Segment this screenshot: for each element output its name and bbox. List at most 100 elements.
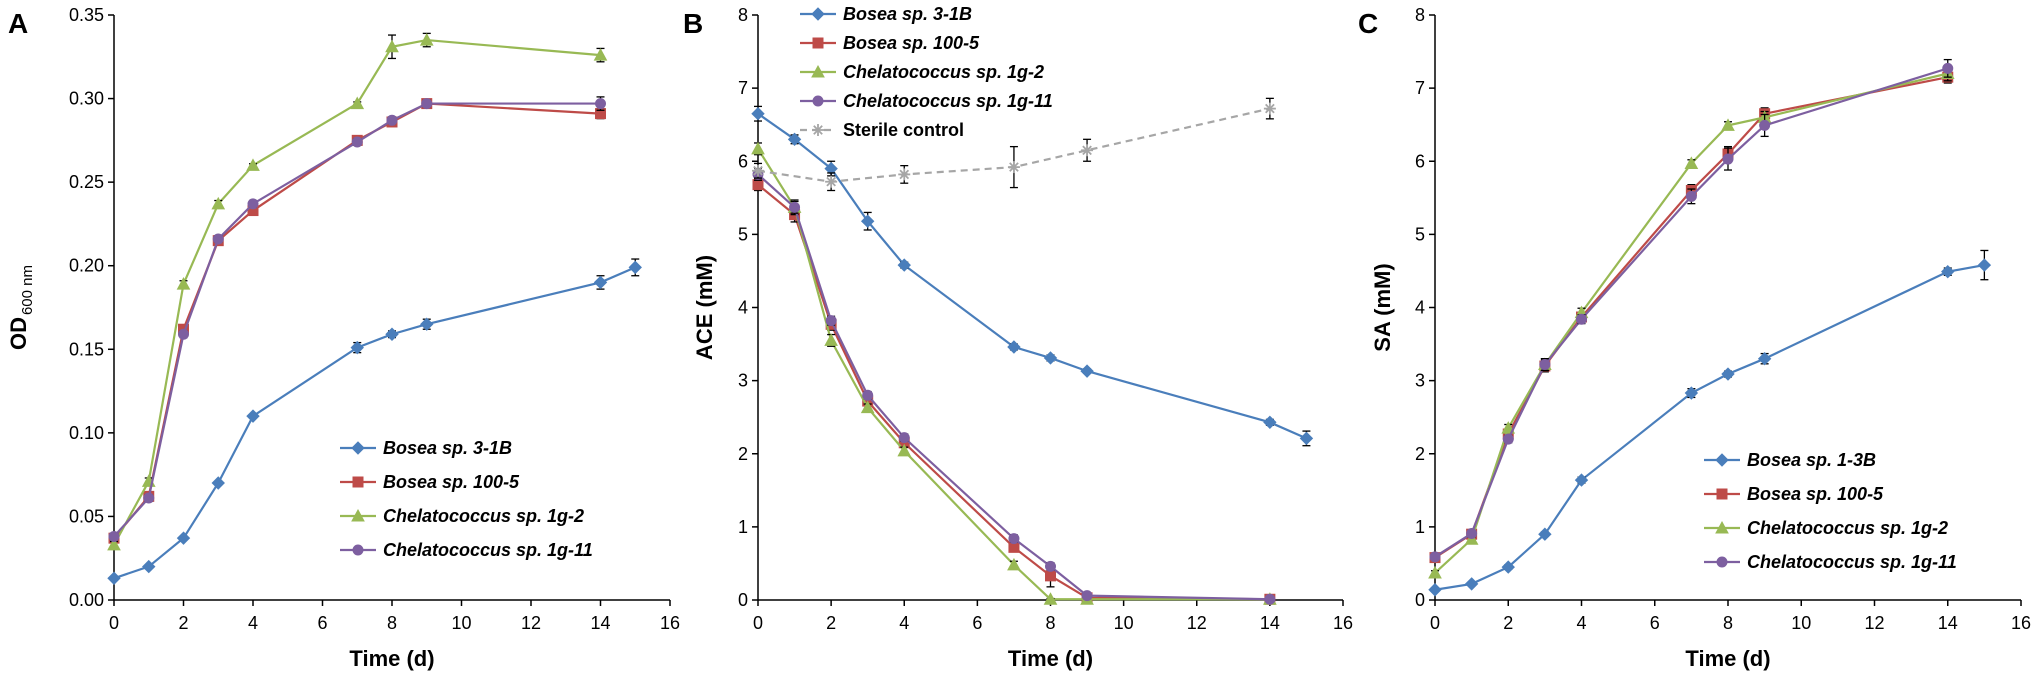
legend-item: Chelatococcus sp. 1g-2 xyxy=(340,506,584,526)
x-tick-label: 6 xyxy=(1650,613,1660,633)
data-point xyxy=(752,164,764,177)
x-tick-label: 10 xyxy=(1114,613,1134,633)
x-tick-label: 4 xyxy=(1576,613,1586,633)
panel-letter: A xyxy=(8,8,28,39)
x-tick-label: 14 xyxy=(1260,613,1280,633)
data-point xyxy=(825,175,838,188)
y-tick-label: 5 xyxy=(738,224,748,244)
data-point xyxy=(593,48,608,61)
data-point xyxy=(351,136,363,148)
data-point xyxy=(211,476,225,490)
y-tick-label: 0.00 xyxy=(69,590,104,610)
y-tick-label: 0.10 xyxy=(69,423,104,443)
series-line xyxy=(757,112,1307,440)
x-tick-label: 16 xyxy=(2011,613,2031,633)
data-point xyxy=(593,275,608,290)
legend-label: Chelatococcus sp. 1g-11 xyxy=(383,540,593,560)
data-point xyxy=(1757,351,1772,366)
y-tick-label: 2 xyxy=(738,444,748,464)
data-point xyxy=(1045,560,1056,572)
data-point xyxy=(825,315,837,327)
y-tick-label: 3 xyxy=(1415,371,1425,391)
data-point xyxy=(421,98,433,110)
legend-item: Bosea sp. 3-1B xyxy=(340,438,512,458)
y-tick-label: 7 xyxy=(1415,78,1425,98)
y-axis-title-subscript: 600 nm xyxy=(19,265,36,315)
data-point xyxy=(1501,560,1515,574)
y-tick-label: 0.35 xyxy=(69,5,104,25)
series-line xyxy=(113,38,601,546)
panel-letter: C xyxy=(1358,8,1378,39)
y-tick-label: 0.15 xyxy=(69,339,104,359)
data-point xyxy=(789,201,801,213)
data-point xyxy=(862,389,874,401)
data-point xyxy=(1539,359,1551,371)
legend-label: Bosea sp. 3-1B xyxy=(843,4,972,24)
series-line xyxy=(757,107,1271,183)
y-tick-label: 4 xyxy=(1415,298,1425,318)
series-bosea-sp-3-1b xyxy=(107,258,642,585)
data-point xyxy=(176,531,191,545)
data-point xyxy=(898,168,911,181)
legend-label: Bosea sp. 3-1B xyxy=(383,438,512,458)
x-tick-label: 16 xyxy=(660,613,680,633)
data-point xyxy=(1466,527,1478,539)
legend: Bosea sp. 1-3B Bosea sp. 100-5 Chelatococc… xyxy=(1704,450,1957,572)
x-tick-label: 12 xyxy=(1864,613,1884,633)
data-point xyxy=(386,114,398,126)
data-point xyxy=(1264,593,1276,605)
legend-swatch-marker xyxy=(352,544,364,556)
data-point xyxy=(142,559,156,574)
data-point xyxy=(1081,144,1094,157)
x-tick-label: 10 xyxy=(451,613,471,633)
data-point xyxy=(1501,421,1516,434)
x-tick-label: 8 xyxy=(387,613,397,633)
data-point xyxy=(246,409,260,423)
legend-swatch-marker xyxy=(811,7,825,21)
x-tick-label: 4 xyxy=(899,613,909,633)
y-axis-title: SA (mM) xyxy=(1370,263,1395,351)
x-tick-label: 4 xyxy=(248,613,258,633)
legend-label: Bosea sp. 1-3B xyxy=(1747,450,1876,470)
data-point xyxy=(1429,551,1441,563)
legend-item: Chelatococcus sp. 1g-11 xyxy=(1704,552,1957,572)
data-point xyxy=(897,258,911,272)
data-point xyxy=(1007,340,1021,354)
series-line xyxy=(757,148,1270,601)
data-point xyxy=(1043,592,1058,605)
legend-label: Bosea sp. 100-5 xyxy=(383,472,520,492)
data-point xyxy=(1263,102,1276,115)
data-point xyxy=(212,233,224,245)
data-point xyxy=(751,141,765,155)
legend-swatch-marker xyxy=(812,124,824,136)
data-point xyxy=(1007,161,1020,174)
y-tick-label: 1 xyxy=(1415,517,1425,537)
legend-swatch-marker xyxy=(811,64,825,78)
x-axis-title: Time (d) xyxy=(1685,646,1770,671)
legend-item: Chelatococcus sp. 1g-11 xyxy=(800,91,1053,111)
data-point xyxy=(1045,570,1056,582)
data-point xyxy=(1081,590,1093,602)
series-sterile-control xyxy=(752,97,1276,192)
legend-label: Bosea sp. 100-5 xyxy=(843,33,980,53)
legend: Bosea sp. 3-1B Bosea sp. 100-5 Chelatococc… xyxy=(800,4,1053,140)
y-axis-title-main: SA (mM) xyxy=(1370,263,1395,351)
data-point xyxy=(419,33,434,46)
y-tick-label: 0 xyxy=(738,590,748,610)
data-point xyxy=(1684,156,1699,169)
legend-label: Bosea sp. 100-5 xyxy=(1747,484,1884,504)
x-axis-title: Time (d) xyxy=(349,646,434,671)
data-point xyxy=(1502,433,1514,445)
x-tick-label: 2 xyxy=(826,613,836,633)
data-point xyxy=(178,328,189,340)
legend-item: Bosea sp. 3-1B xyxy=(800,4,972,24)
x-tick-label: 14 xyxy=(1938,613,1958,633)
legend: Bosea sp. 3-1B Bosea sp. 100-5 Chelatococc… xyxy=(340,438,593,560)
x-axis-title: Time (d) xyxy=(1008,646,1093,671)
x-tick-label: 0 xyxy=(1430,613,1440,633)
series-line xyxy=(113,266,636,580)
data-point xyxy=(1721,118,1735,131)
data-point xyxy=(824,333,838,346)
data-point xyxy=(1722,153,1734,165)
